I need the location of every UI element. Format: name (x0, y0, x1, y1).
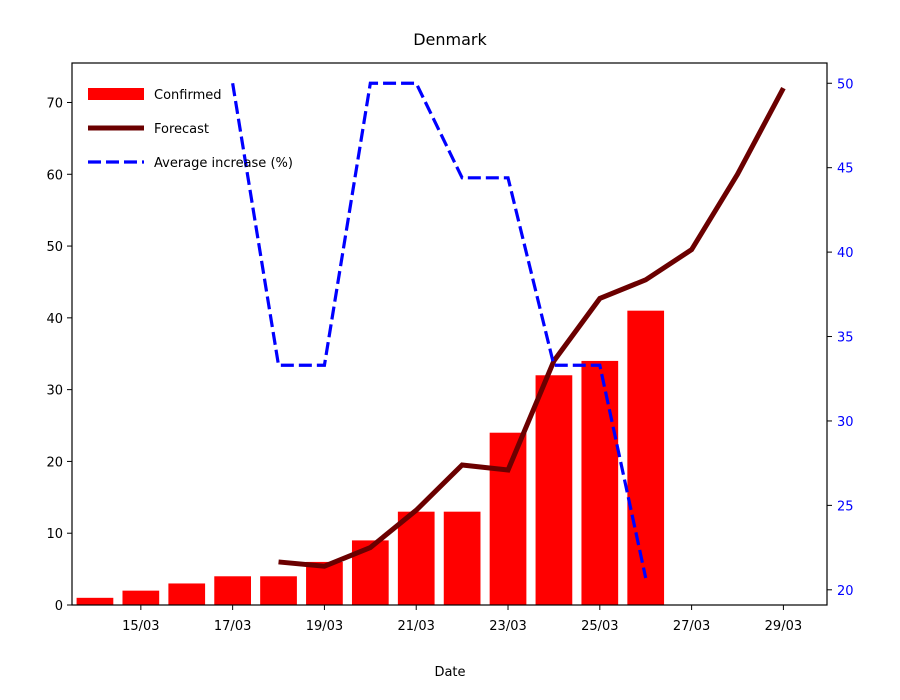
bar-confirmed-15-03 (122, 590, 160, 605)
y-tick-label-70: 70 (46, 96, 63, 111)
bar-confirmed-19-03 (306, 561, 343, 605)
y-tick-label-40: 40 (46, 312, 63, 327)
y-tick-label-50: 50 (46, 240, 63, 255)
bar-confirmed-24-03 (535, 375, 573, 605)
y-right-tick-label-50: 50 (837, 77, 854, 92)
legend-swatch-confirmed (88, 88, 144, 100)
y-right-tick-label-20: 20 (837, 584, 854, 599)
bar-confirmed-23-03 (489, 432, 527, 605)
bar-confirmed-14-03 (76, 597, 114, 605)
x-tick-label-25-03: 25/03 (581, 619, 618, 634)
y-right-tick-label-25: 25 (837, 499, 854, 514)
bar-confirmed-22-03 (443, 511, 481, 605)
line-forecast (278, 86, 786, 569)
y-right-tick-label-40: 40 (837, 246, 854, 261)
bar-confirmed-26-03 (627, 310, 665, 605)
y-tick-label-60: 60 (46, 168, 63, 183)
x-tick-label-21-03: 21/03 (397, 619, 434, 634)
x-tick-label-29-03: 29/03 (765, 619, 802, 634)
plot-frame (71, 62, 828, 606)
x-tick-label-23-03: 23/03 (489, 619, 526, 634)
y-tick-label-0: 0 (55, 599, 63, 614)
bar-confirmed-21-03 (397, 511, 435, 605)
x-tick-label-17-03: 17/03 (214, 619, 251, 634)
x-axis-label: Date (434, 665, 465, 680)
y-right-tick-label-35: 35 (837, 331, 854, 346)
line-average-increase (231, 81, 648, 579)
legend-label-average-increase: Average increase (%) (154, 156, 293, 171)
x-tick-label-19-03: 19/03 (306, 619, 343, 634)
y-right-tick-label-30: 30 (837, 415, 854, 430)
bar-confirmed-18-03 (260, 576, 297, 605)
x-tick-label-27-03: 27/03 (673, 619, 710, 634)
axes: 0 10 20 30 40 50 60 70 20 25 30 35 40 45 50 15/03 17/03 1… (46, 62, 854, 634)
y-tick-label-10: 10 (46, 527, 63, 542)
plot-area (76, 81, 786, 605)
bar-confirmed-16-03 (168, 583, 206, 605)
x-tick-label-15-03: 15/03 (122, 619, 159, 634)
legend: Confirmed Forecast Average increase (%) (88, 88, 293, 171)
legend-label-confirmed: Confirmed (154, 88, 222, 103)
bar-confirmed-17-03 (214, 576, 251, 605)
y-right-tick-label-45: 45 (837, 162, 854, 177)
legend-label-forecast: Forecast (154, 122, 209, 137)
bar-confirmed-25-03 (581, 360, 619, 605)
y-tick-label-20: 20 (46, 455, 63, 470)
y-tick-label-30: 30 (46, 384, 63, 399)
chart-title: Denmark (413, 30, 487, 49)
